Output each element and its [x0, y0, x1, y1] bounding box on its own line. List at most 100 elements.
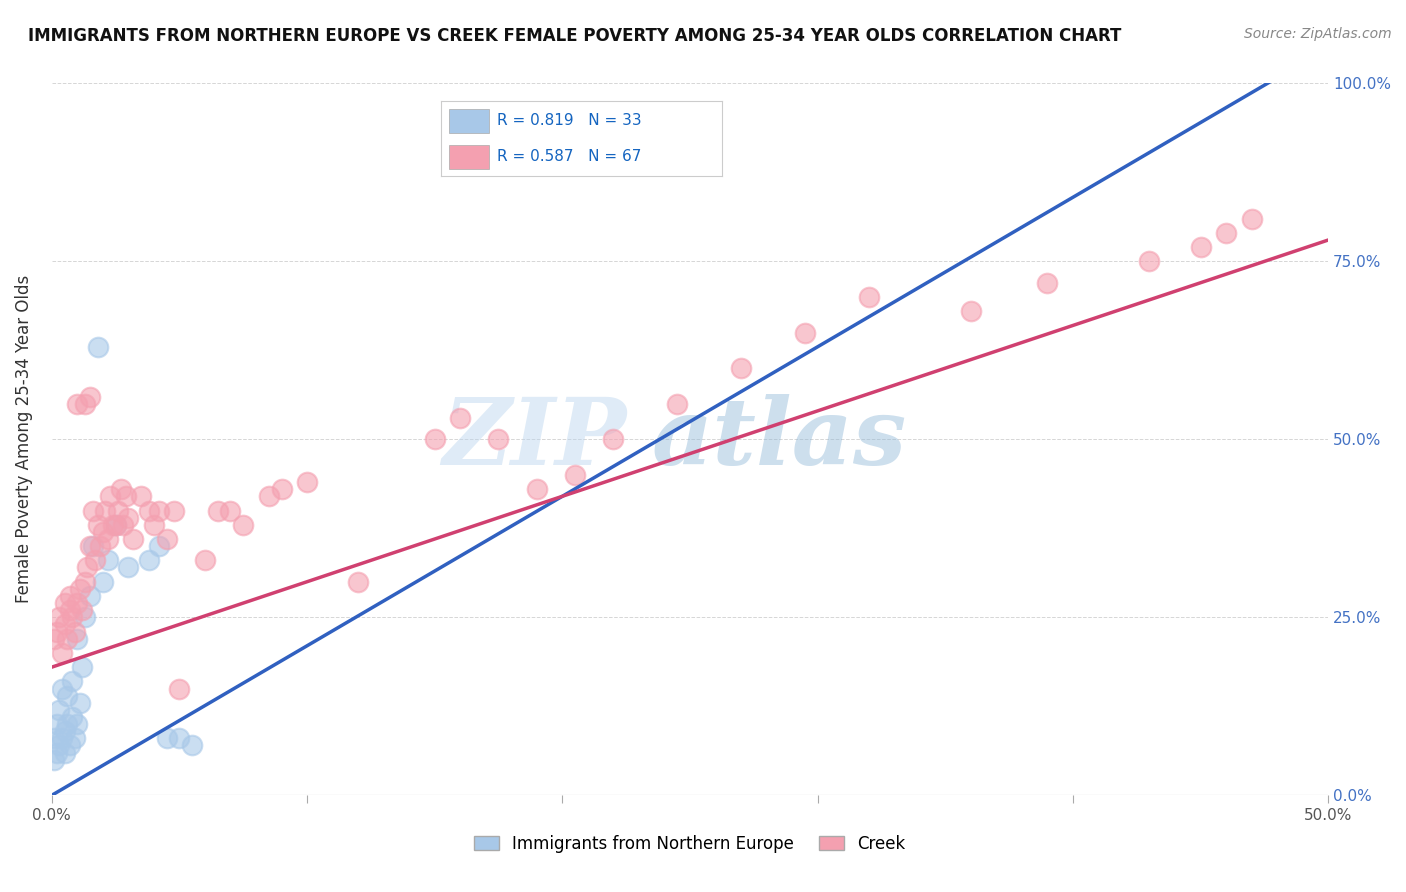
- Point: [156, 532, 179, 546]
- Point: [86, 517, 108, 532]
- Text: Source: ZipAtlas.com: Source: ZipAtlas.com: [1244, 27, 1392, 41]
- Point: [219, 503, 242, 517]
- Point: [89, 539, 111, 553]
- Point: [66, 397, 89, 411]
- Point: [97, 532, 120, 546]
- Point: [488, 433, 510, 447]
- Point: [257, 489, 280, 503]
- Point: [107, 503, 129, 517]
- Point: [44, 632, 66, 646]
- Point: [63, 731, 86, 746]
- Point: [138, 503, 160, 517]
- Point: [142, 517, 165, 532]
- Point: [169, 731, 191, 746]
- Text: ZIP: ZIP: [441, 394, 626, 484]
- Point: [59, 739, 82, 753]
- Point: [564, 467, 586, 482]
- Point: [104, 517, 127, 532]
- Point: [1189, 240, 1212, 254]
- Point: [114, 489, 136, 503]
- Point: [73, 574, 96, 589]
- Point: [232, 517, 254, 532]
- Point: [69, 696, 91, 710]
- Point: [84, 553, 107, 567]
- Point: [82, 539, 104, 553]
- Point: [163, 503, 186, 517]
- Point: [86, 340, 108, 354]
- Point: [60, 674, 83, 689]
- Point: [59, 603, 82, 617]
- Point: [59, 589, 82, 603]
- Point: [1036, 276, 1059, 290]
- Point: [45, 624, 67, 639]
- Point: [48, 739, 70, 753]
- Point: [169, 681, 191, 696]
- Point: [104, 517, 127, 532]
- Point: [858, 290, 880, 304]
- Legend: Immigrants from Northern Europe, Creek: Immigrants from Northern Europe, Creek: [467, 828, 912, 859]
- Point: [423, 433, 446, 447]
- Point: [45, 746, 67, 760]
- Point: [117, 510, 139, 524]
- Point: [1139, 254, 1161, 268]
- Point: [53, 746, 76, 760]
- Point: [94, 503, 117, 517]
- Y-axis label: Female Poverty Among 25-34 Year Olds: Female Poverty Among 25-34 Year Olds: [15, 276, 32, 604]
- Point: [959, 304, 981, 318]
- Point: [270, 482, 292, 496]
- Point: [122, 532, 145, 546]
- Point: [60, 710, 83, 724]
- Point: [66, 632, 89, 646]
- Point: [72, 603, 94, 617]
- Point: [53, 724, 76, 739]
- Point: [56, 717, 79, 731]
- Point: [295, 475, 318, 489]
- Point: [730, 361, 752, 376]
- Point: [156, 731, 179, 746]
- Point: [526, 482, 548, 496]
- Point: [181, 739, 204, 753]
- Point: [73, 397, 96, 411]
- Point: [602, 433, 624, 447]
- Point: [1215, 226, 1237, 240]
- Point: [97, 553, 120, 567]
- Point: [112, 517, 135, 532]
- Point: [45, 717, 67, 731]
- Point: [82, 503, 104, 517]
- Point: [1240, 211, 1263, 226]
- Point: [56, 632, 79, 646]
- Point: [48, 703, 70, 717]
- Point: [117, 560, 139, 574]
- Point: [69, 582, 91, 596]
- Point: [76, 560, 98, 574]
- Point: [100, 489, 122, 503]
- Point: [207, 503, 229, 517]
- Point: [666, 397, 689, 411]
- Point: [60, 610, 83, 624]
- Point: [72, 660, 94, 674]
- Point: [53, 596, 76, 610]
- Point: [66, 596, 89, 610]
- Point: [148, 503, 170, 517]
- Text: atlas: atlas: [651, 394, 907, 484]
- Point: [793, 326, 815, 340]
- Point: [51, 731, 73, 746]
- Point: [73, 610, 96, 624]
- Point: [138, 553, 160, 567]
- Point: [91, 574, 114, 589]
- Text: IMMIGRANTS FROM NORTHERN EUROPE VS CREEK FEMALE POVERTY AMONG 25-34 YEAR OLDS CO: IMMIGRANTS FROM NORTHERN EUROPE VS CREEK…: [28, 27, 1122, 45]
- Point: [63, 624, 86, 639]
- Point: [51, 681, 73, 696]
- Point: [79, 589, 101, 603]
- Point: [51, 646, 73, 660]
- Point: [194, 553, 217, 567]
- Point: [347, 574, 370, 589]
- Point: [449, 411, 471, 425]
- Point: [53, 617, 76, 632]
- Point: [129, 489, 152, 503]
- Point: [56, 689, 79, 703]
- Point: [91, 524, 114, 539]
- Point: [79, 390, 101, 404]
- Point: [110, 482, 132, 496]
- Point: [44, 731, 66, 746]
